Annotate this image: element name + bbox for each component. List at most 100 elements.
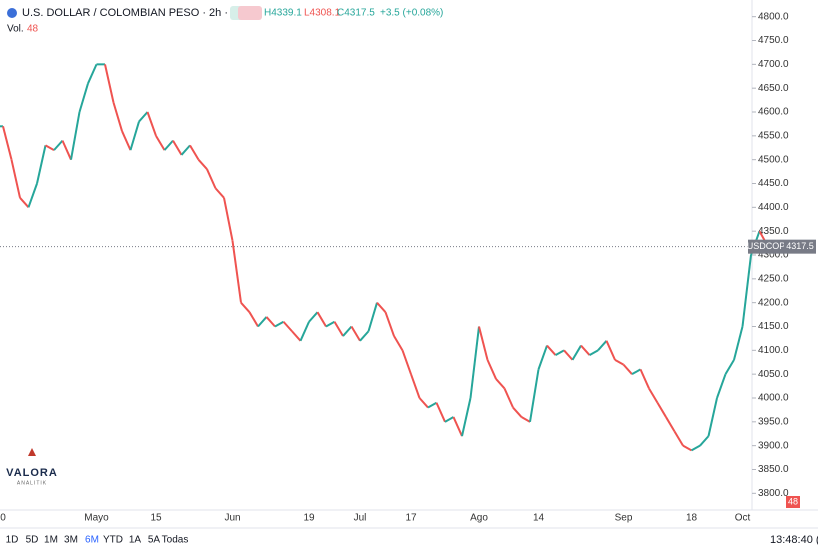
price-segment bbox=[486, 359, 497, 380]
change-value: +3.5 (+0.08%) bbox=[380, 8, 443, 19]
price-segment bbox=[716, 373, 727, 399]
price-segment bbox=[197, 159, 208, 170]
price-segment bbox=[316, 311, 327, 328]
toggle[interactable] bbox=[238, 6, 262, 20]
range-button[interactable]: 5A bbox=[148, 535, 161, 546]
price-segment bbox=[555, 349, 565, 356]
price-segment bbox=[707, 397, 718, 437]
range-button[interactable]: 1M bbox=[44, 535, 58, 546]
price-segment bbox=[10, 159, 21, 199]
logo-sub: ANALITIK bbox=[17, 480, 47, 486]
price-segment bbox=[495, 378, 506, 390]
price-segment bbox=[656, 402, 667, 418]
price-segment bbox=[418, 397, 429, 409]
price-segment bbox=[240, 301, 251, 313]
x-tick-label: Sep bbox=[615, 513, 633, 524]
y-tick-label: 4050.0 bbox=[758, 369, 789, 380]
price-segment bbox=[180, 144, 191, 156]
price-segment bbox=[146, 111, 157, 137]
price-segment bbox=[461, 397, 472, 437]
y-tick-label: 4150.0 bbox=[758, 321, 789, 332]
x-tick-label: Jul bbox=[354, 513, 367, 524]
price-segment bbox=[571, 345, 582, 361]
y-tick-label: 4400.0 bbox=[758, 202, 789, 213]
price-segment bbox=[45, 144, 55, 152]
y-tick-label: 4000.0 bbox=[758, 393, 789, 404]
price-segment bbox=[580, 344, 591, 356]
price-segment bbox=[529, 369, 540, 422]
price-badge bbox=[784, 239, 816, 254]
range-button[interactable]: 3M bbox=[64, 535, 78, 546]
y-tick-label: 4250.0 bbox=[758, 273, 789, 284]
price-segment bbox=[2, 126, 13, 160]
price-segment bbox=[112, 102, 123, 132]
symbol-badge bbox=[748, 239, 784, 254]
price-segment bbox=[325, 320, 335, 328]
y-tick-label: 4450.0 bbox=[758, 178, 789, 189]
low-value: L4308.1 bbox=[304, 8, 341, 19]
y-tick-label: 4100.0 bbox=[758, 345, 789, 356]
price-segment bbox=[444, 416, 454, 423]
x-tick-label: Ago bbox=[470, 513, 488, 524]
x-tick-label: Jun bbox=[224, 513, 240, 524]
y-tick-label: 3850.0 bbox=[758, 464, 789, 475]
range-button[interactable]: 6M bbox=[85, 535, 99, 546]
range-button[interactable]: 1A bbox=[129, 535, 142, 546]
x-tick-label: 15 bbox=[150, 513, 162, 524]
price-segment bbox=[70, 111, 81, 160]
price-segment bbox=[78, 83, 89, 113]
price-segment bbox=[589, 349, 599, 356]
x-tick-label: 17 bbox=[405, 513, 417, 524]
price-segment bbox=[639, 368, 650, 389]
price-segment bbox=[614, 358, 624, 366]
price-segment bbox=[359, 330, 370, 342]
range-button[interactable]: Todas bbox=[162, 535, 189, 546]
price-segment bbox=[597, 340, 608, 351]
price-segment bbox=[231, 240, 242, 303]
y-tick-label: 4350.0 bbox=[758, 226, 789, 237]
volume-value: 48 bbox=[27, 24, 39, 35]
price-segment bbox=[163, 139, 174, 151]
price-segment bbox=[521, 416, 531, 423]
price-segment bbox=[308, 311, 319, 323]
price-segment bbox=[410, 373, 421, 399]
close-value: C4317.5 bbox=[337, 8, 375, 19]
y-tick-label: 4500.0 bbox=[758, 154, 789, 165]
price-segment bbox=[673, 430, 684, 447]
price-segment bbox=[546, 344, 557, 356]
price-segment bbox=[121, 130, 132, 151]
price-segment bbox=[27, 183, 38, 208]
y-tick-label: 4300.0 bbox=[758, 250, 789, 261]
price-segment bbox=[172, 140, 183, 156]
range-button[interactable]: 1D bbox=[6, 535, 19, 546]
price-segment bbox=[342, 325, 353, 337]
price-segment bbox=[87, 63, 98, 84]
volume-badge-text: 48 bbox=[788, 496, 798, 506]
logo-name: VALORA bbox=[6, 467, 58, 479]
x-tick-label: Oct bbox=[735, 513, 751, 524]
price-segment bbox=[478, 326, 489, 361]
y-tick-label: 4700.0 bbox=[758, 59, 789, 70]
price-label: 4317.5 bbox=[786, 241, 814, 251]
price-segment bbox=[699, 435, 710, 447]
range-button[interactable]: YTD bbox=[103, 535, 123, 546]
y-tick-label: 3800.0 bbox=[758, 488, 789, 499]
y-tick-label: 4200.0 bbox=[758, 297, 789, 308]
price-segment bbox=[648, 387, 659, 404]
price-segment bbox=[189, 144, 200, 161]
price-segment bbox=[427, 401, 437, 409]
y-tick-label: 4800.0 bbox=[758, 11, 789, 22]
price-segment bbox=[435, 402, 446, 423]
high-value: H4339.1 bbox=[264, 8, 302, 19]
price-segment bbox=[665, 416, 676, 432]
price-segment bbox=[291, 330, 302, 342]
y-tick-label: 4600.0 bbox=[758, 107, 789, 118]
price-segment bbox=[206, 168, 217, 189]
range-button[interactable]: 5D bbox=[26, 535, 39, 546]
price-segment bbox=[469, 326, 480, 399]
volume-badge bbox=[786, 496, 800, 508]
price-segment bbox=[282, 321, 293, 332]
price-segment bbox=[299, 321, 310, 342]
price-segment bbox=[36, 145, 47, 184]
